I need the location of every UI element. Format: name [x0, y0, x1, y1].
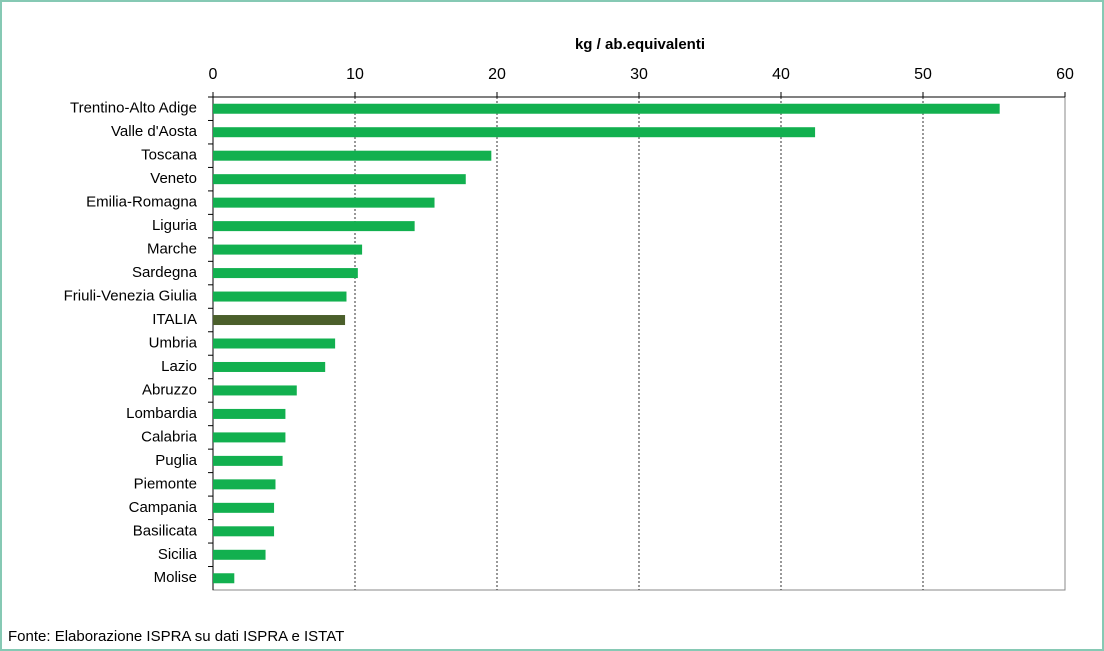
bar [213, 455, 283, 466]
source-note: Fonte: Elaborazione ISPRA su dati ISPRA … [8, 628, 344, 645]
x-tick-label: 0 [209, 66, 218, 83]
y-tick-label: Veneto [150, 170, 197, 187]
bar [213, 127, 816, 138]
bar [213, 432, 286, 443]
x-tick-label: 20 [488, 66, 506, 83]
y-tick-label: Sardegna [132, 264, 198, 281]
bar [213, 338, 336, 349]
x-tick-label: 40 [772, 66, 790, 83]
bar [213, 573, 235, 584]
bar [213, 315, 346, 326]
y-tick-label: Valle d'Aosta [111, 123, 198, 140]
y-tick-label: Marche [147, 241, 197, 258]
bar [213, 549, 266, 560]
y-tick-label: Emilia-Romagna [86, 194, 198, 211]
x-tick-label: 50 [914, 66, 932, 83]
y-tick-label: Piemonte [134, 475, 197, 492]
bar [213, 502, 275, 513]
y-tick-label: Trentino-Alto Adige [70, 100, 197, 117]
bar [213, 361, 326, 372]
y-tick-label: Campania [129, 499, 198, 516]
y-tick-label: Abruzzo [142, 381, 197, 398]
x-tick-label: 10 [346, 66, 364, 83]
y-tick-label: Toscana [141, 147, 198, 164]
bar [213, 103, 1000, 114]
bar [213, 479, 276, 490]
bar [213, 221, 415, 232]
bar [213, 385, 297, 396]
x-tick-label: 60 [1056, 66, 1074, 83]
bar [213, 526, 275, 537]
y-tick-label: Lombardia [126, 405, 198, 422]
y-tick-label: Liguria [152, 217, 198, 234]
y-tick-label: Sicilia [158, 546, 198, 563]
bar [213, 150, 492, 161]
y-tick-label: Molise [154, 569, 197, 586]
x-tick-label: 30 [630, 66, 648, 83]
bar [213, 268, 358, 279]
bar [213, 174, 466, 185]
bar [213, 408, 286, 419]
y-tick-label: Puglia [155, 452, 197, 469]
bar [213, 291, 347, 302]
y-tick-label: Friuli-Venezia Giulia [64, 288, 198, 305]
chart-title: kg / ab.equivalenti [575, 36, 705, 53]
y-tick-label: Calabria [141, 428, 198, 445]
y-tick-label: Basilicata [133, 522, 198, 539]
y-tick-label: ITALIA [152, 311, 197, 328]
y-tick-label: Umbria [149, 334, 198, 351]
bar [213, 197, 435, 208]
y-tick-label: Lazio [161, 358, 197, 375]
bar [213, 244, 363, 255]
